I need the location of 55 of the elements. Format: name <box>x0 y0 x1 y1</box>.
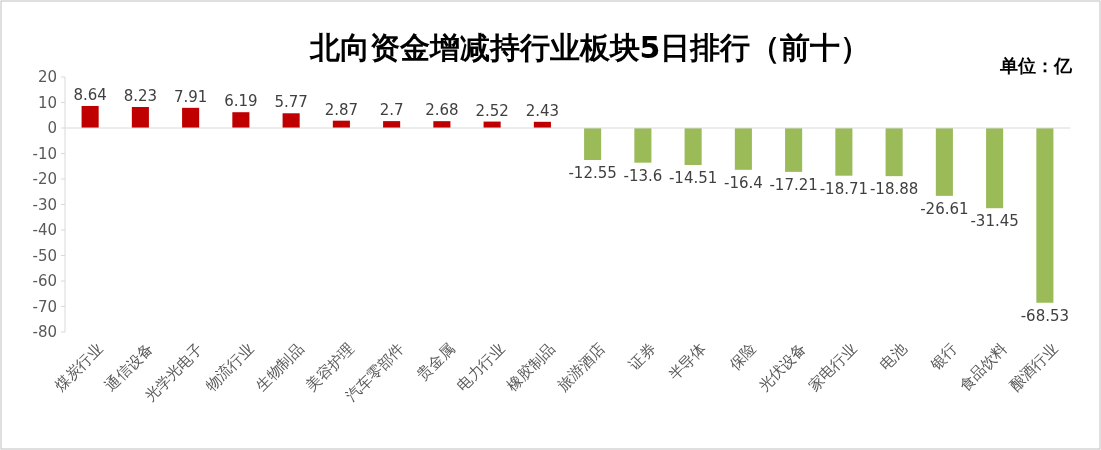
data-label: -17.21 <box>769 175 818 194</box>
data-label: -18.88 <box>869 180 919 199</box>
bar <box>935 128 953 196</box>
data-label: 8.23 <box>123 87 158 106</box>
y-tick-label: -30 <box>32 195 57 214</box>
bar <box>1036 128 1054 303</box>
text: 单位：亿 <box>999 55 1073 76</box>
x-tick-label: 半导体 <box>664 339 710 385</box>
bar <box>81 105 99 128</box>
data-label: 2.52 <box>475 101 509 120</box>
bar <box>734 128 752 170</box>
bar <box>282 113 300 128</box>
data-label: -26.61 <box>920 199 969 218</box>
y-tick-label: -60 <box>32 272 57 291</box>
y-tick-label: -80 <box>32 323 57 342</box>
y-tick-label: 20 <box>37 68 57 87</box>
data-label: -18.71 <box>819 179 869 198</box>
x-tick-label: 家电行业 <box>804 339 861 395</box>
data-label: -31.45 <box>970 212 1019 231</box>
data-label: 2.87 <box>324 100 359 119</box>
data-label: 2.68 <box>425 101 459 120</box>
data-label: 8.64 <box>73 85 107 104</box>
bar <box>131 107 149 128</box>
bar <box>885 128 903 177</box>
y-tick-label: -20 <box>32 170 57 189</box>
data-label: 2.7 <box>379 101 404 120</box>
y-tick-label: -40 <box>32 221 57 240</box>
data-label: -13.6 <box>623 166 663 185</box>
data-label: -12.55 <box>568 164 617 182</box>
bar <box>634 128 652 163</box>
data-label: -68.53 <box>1020 306 1070 325</box>
bar <box>232 112 250 128</box>
x-tick-label: 银行 <box>925 339 961 375</box>
data-label: -14.51 <box>668 169 718 187</box>
y-tick-label: 10 <box>37 93 57 112</box>
x-tick-label: 电池 <box>876 339 911 374</box>
data-label: 5.77 <box>274 93 308 112</box>
data-label: -16.4 <box>723 173 763 192</box>
chart-title: 北向资金增减持行业板块5日排行（前十） <box>308 30 871 65</box>
x-tick-label: 保险 <box>725 339 760 374</box>
bar <box>785 128 803 172</box>
bar <box>584 128 602 160</box>
data-label: 7.91 <box>173 87 208 106</box>
x-tick-label: 物流行业 <box>201 339 258 395</box>
y-tick-label: -50 <box>32 246 57 265</box>
y-tick-label: 0 <box>47 119 57 138</box>
bar <box>986 128 1004 209</box>
y-tick-label: -70 <box>32 297 57 316</box>
x-tick-label: 证券 <box>625 339 660 374</box>
bar <box>835 128 853 176</box>
y-tick-label: -10 <box>32 144 57 163</box>
data-label: 2.43 <box>525 101 560 120</box>
bar <box>182 107 200 128</box>
data-label: 6.19 <box>224 92 258 111</box>
bar <box>684 128 702 165</box>
